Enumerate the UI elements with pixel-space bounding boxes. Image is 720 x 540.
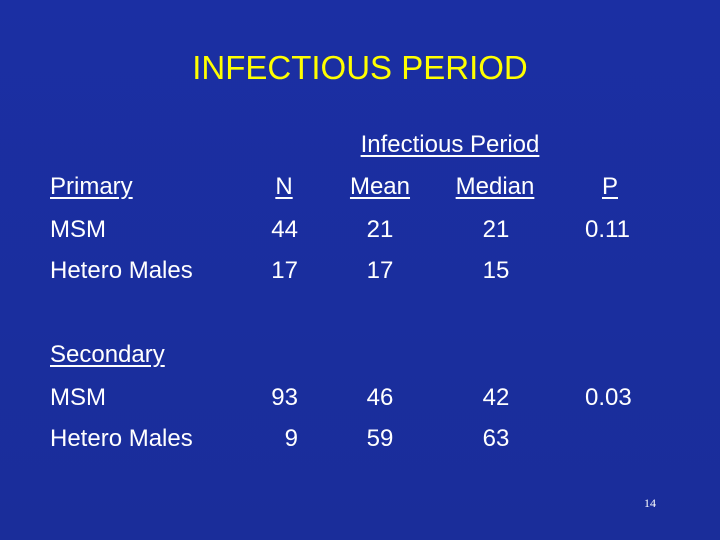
header-n: N [275, 173, 293, 200]
row-p: 0.03 [585, 384, 632, 411]
row-median: 42 [482, 384, 510, 411]
row-median: 15 [482, 257, 510, 284]
header-mean: Mean [349, 173, 411, 200]
row-n: 9 [284, 425, 298, 452]
row-median: 21 [482, 216, 510, 243]
row-mean: 21 [366, 216, 394, 243]
row-label: Hetero Males [50, 425, 193, 452]
row-mean: 59 [366, 425, 394, 452]
row-p: 0.11 [585, 216, 630, 243]
row-label: Hetero Males [50, 257, 193, 284]
row-label: MSM [50, 216, 106, 243]
page-number: 14 [644, 496, 656, 510]
row-n: 93 [271, 384, 298, 411]
header-median: Median [455, 173, 535, 200]
row-mean: 46 [366, 384, 394, 411]
slide-title: INFECTIOUS PERIOD [192, 49, 528, 86]
header-primary: Primary [50, 173, 133, 200]
row-median: 63 [482, 425, 510, 452]
group-header: Infectious Period [360, 131, 540, 158]
row-label: MSM [50, 384, 106, 411]
row-mean: 17 [366, 257, 394, 284]
row-n: 17 [271, 257, 298, 284]
header-p: P [601, 173, 618, 200]
row-n: 44 [271, 216, 298, 243]
secondary-header: Secondary [50, 341, 165, 368]
